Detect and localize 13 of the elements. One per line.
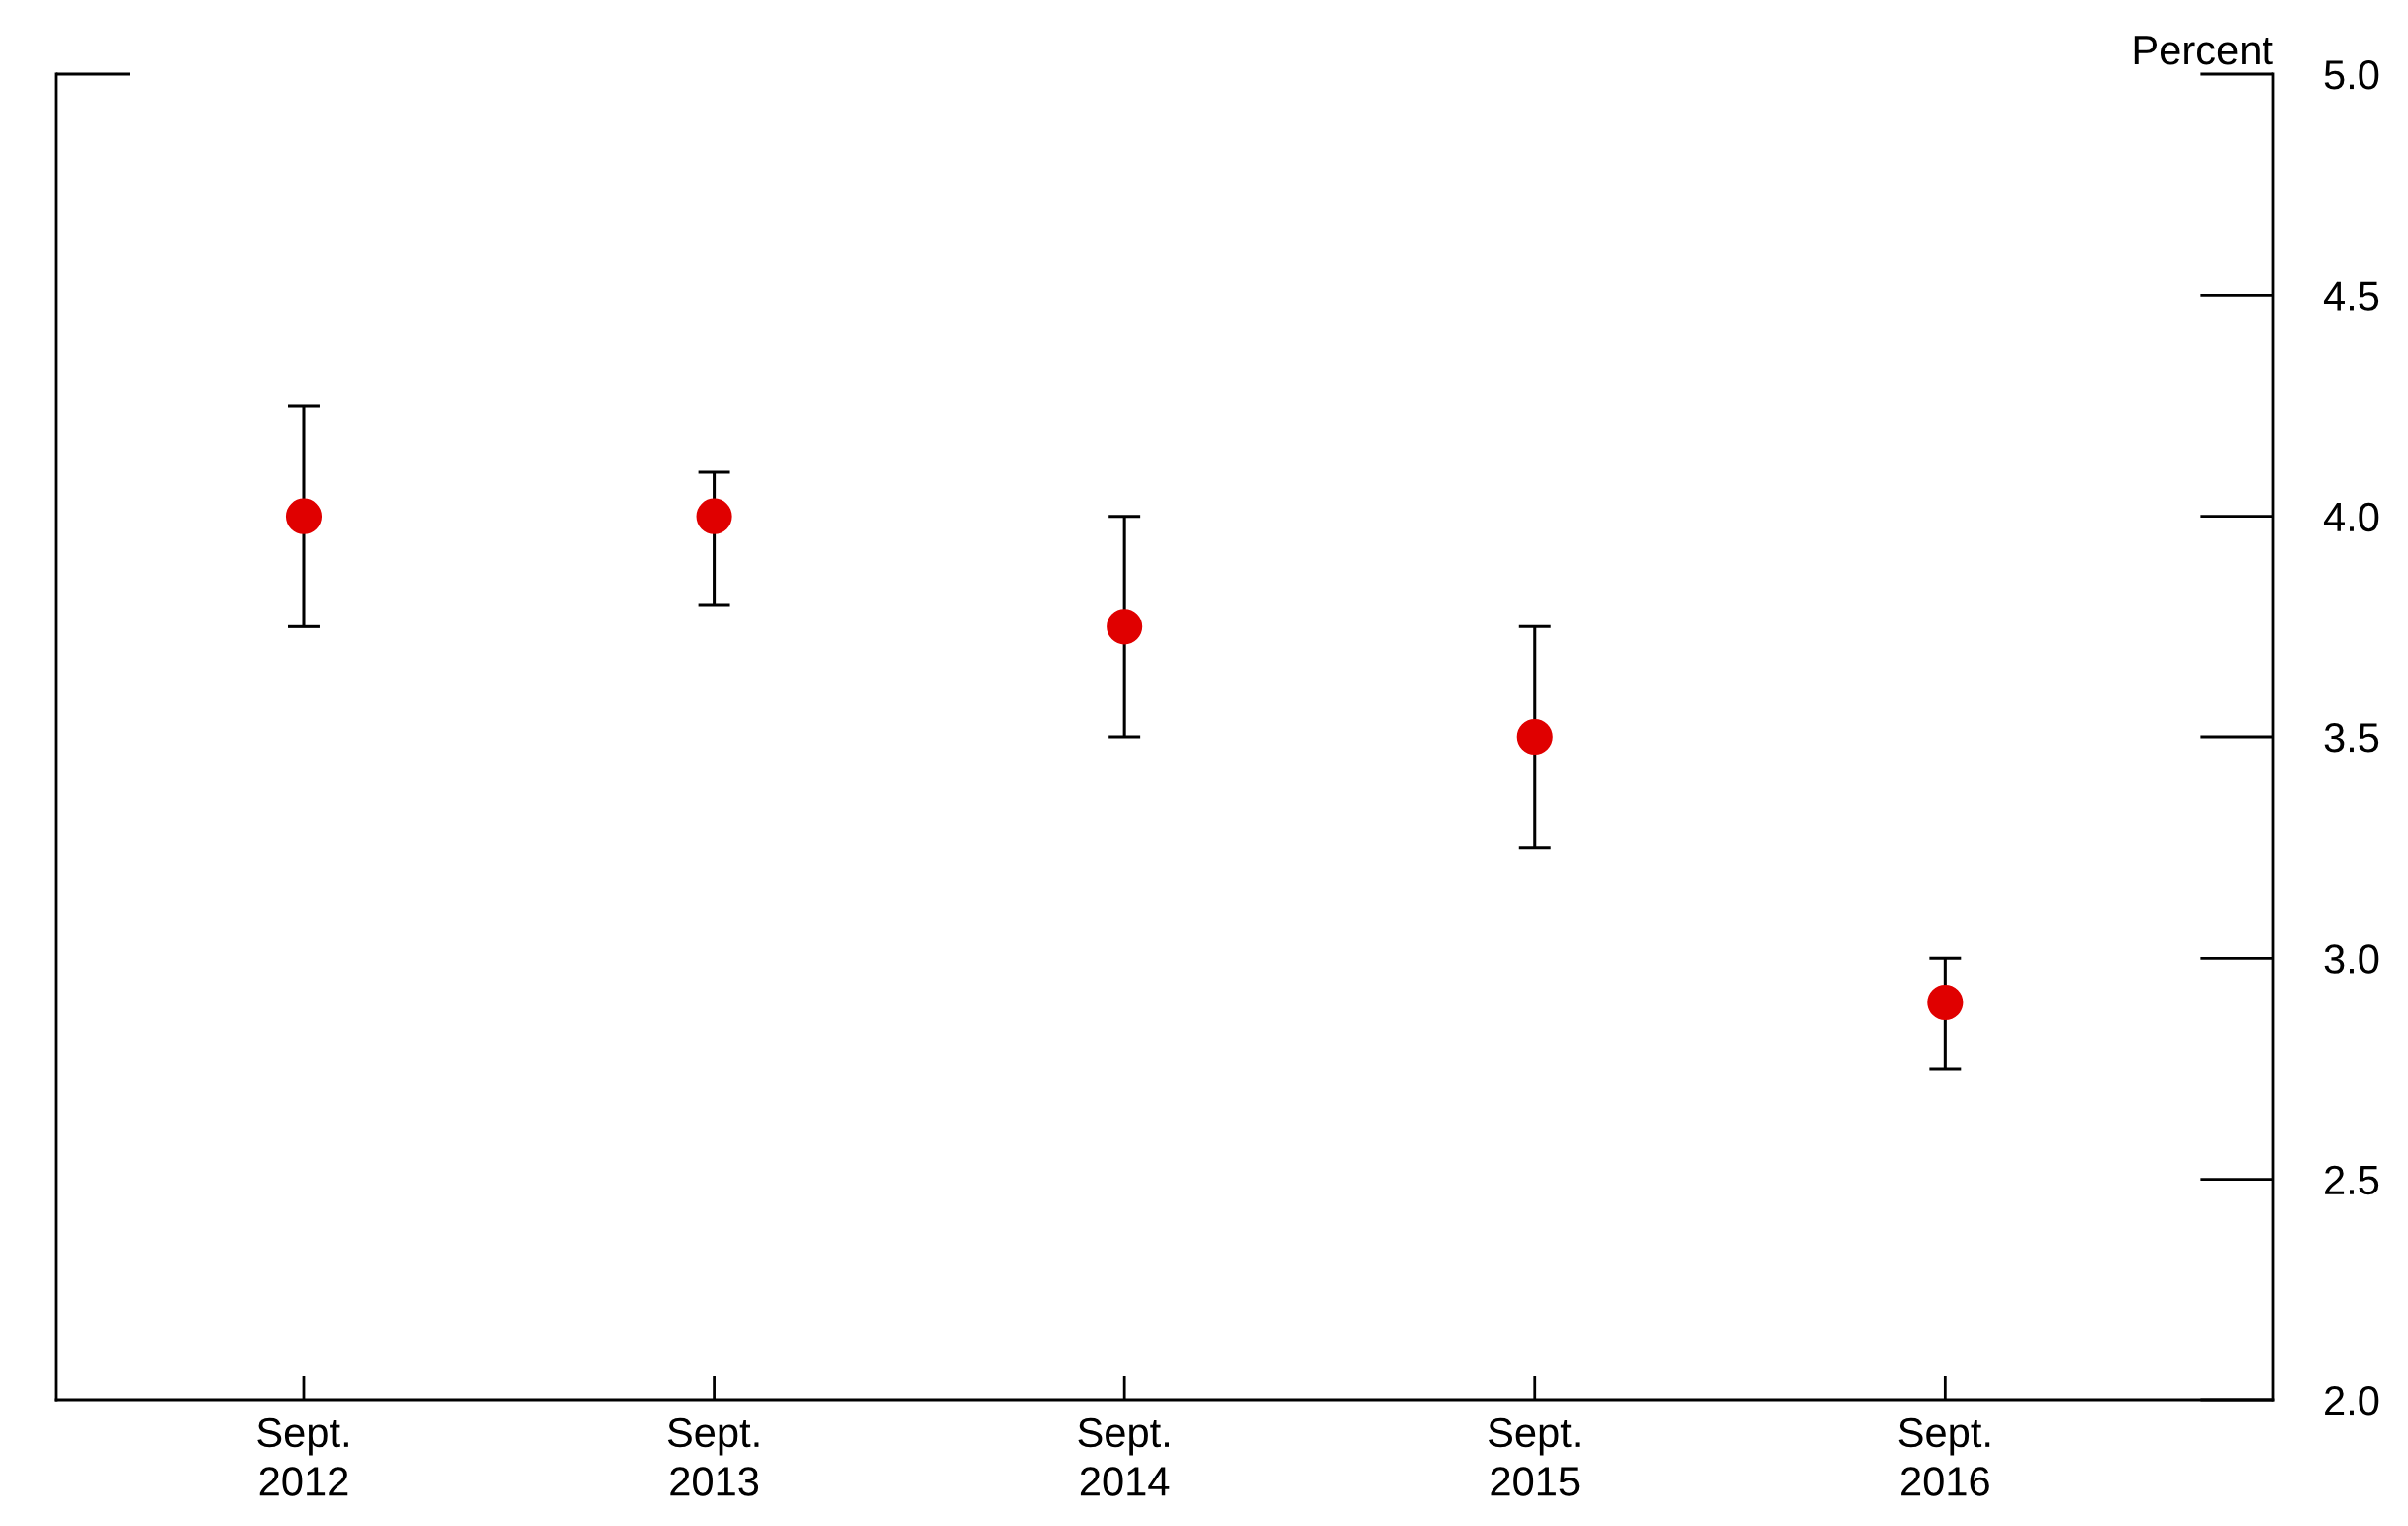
y-tick-label: 3.0 <box>2324 944 2379 974</box>
y-tick-label: 3.5 <box>2324 723 2379 753</box>
y-tick-label: 4.0 <box>2323 502 2379 532</box>
y-tick-label: 2.0 <box>2325 1386 2379 1416</box>
x-tick-label: Sept. 2014 <box>1078 1417 1170 1496</box>
y-tick-label: 2.5 <box>2325 1165 2379 1195</box>
y-tick-label: 5.0 <box>2324 60 2379 90</box>
x-tick-label: Sept. 2016 <box>1898 1417 1990 1496</box>
x-tick-label: Sept. 2015 <box>1489 1417 1580 1496</box>
x-tick-label: Sept. 2013 <box>667 1417 759 1496</box>
x-tick-label: Sept. 2012 <box>257 1417 348 1496</box>
y-tick-label: 4.5 <box>2323 281 2379 311</box>
y-axis-title: Percent <box>2134 36 2273 65</box>
